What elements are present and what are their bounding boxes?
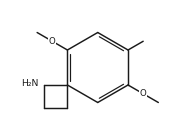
Text: O: O	[49, 37, 56, 46]
Text: O: O	[140, 89, 147, 98]
Text: H₂N: H₂N	[21, 79, 39, 88]
